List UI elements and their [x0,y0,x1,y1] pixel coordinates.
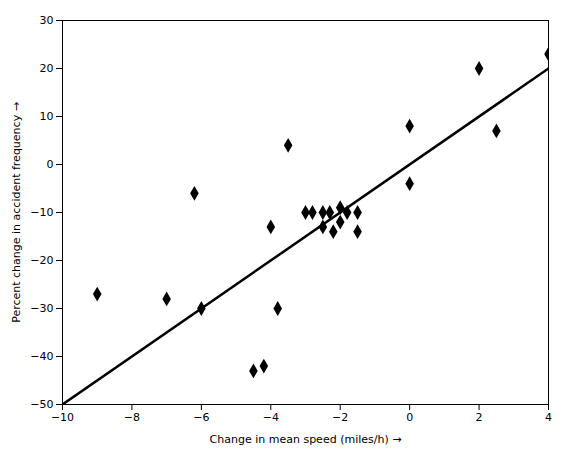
svg-text:−8: −8 [124,411,140,424]
svg-text:−4: −4 [263,411,279,424]
svg-text:2: 2 [476,411,483,424]
svg-text:−50: −50 [30,398,53,411]
svg-text:4: 4 [545,411,552,424]
svg-text:−2: −2 [332,411,348,424]
svg-text:−20: −20 [30,254,53,267]
svg-text:0: 0 [406,411,413,424]
svg-text:0: 0 [47,158,54,171]
svg-text:−10: −10 [30,206,53,219]
svg-text:20: 20 [40,62,54,75]
svg-text:−10: −10 [51,411,74,424]
svg-text:−6: −6 [193,411,209,424]
svg-text:Change in mean speed (miles/h): Change in mean speed (miles/h) → [210,433,402,446]
svg-text:30: 30 [40,14,54,27]
svg-text:10: 10 [40,110,54,123]
svg-text:Percent change in accident fre: Percent change in accident frequency → [10,102,23,323]
svg-text:−40: −40 [30,350,53,363]
svg-text:−30: −30 [30,302,53,315]
